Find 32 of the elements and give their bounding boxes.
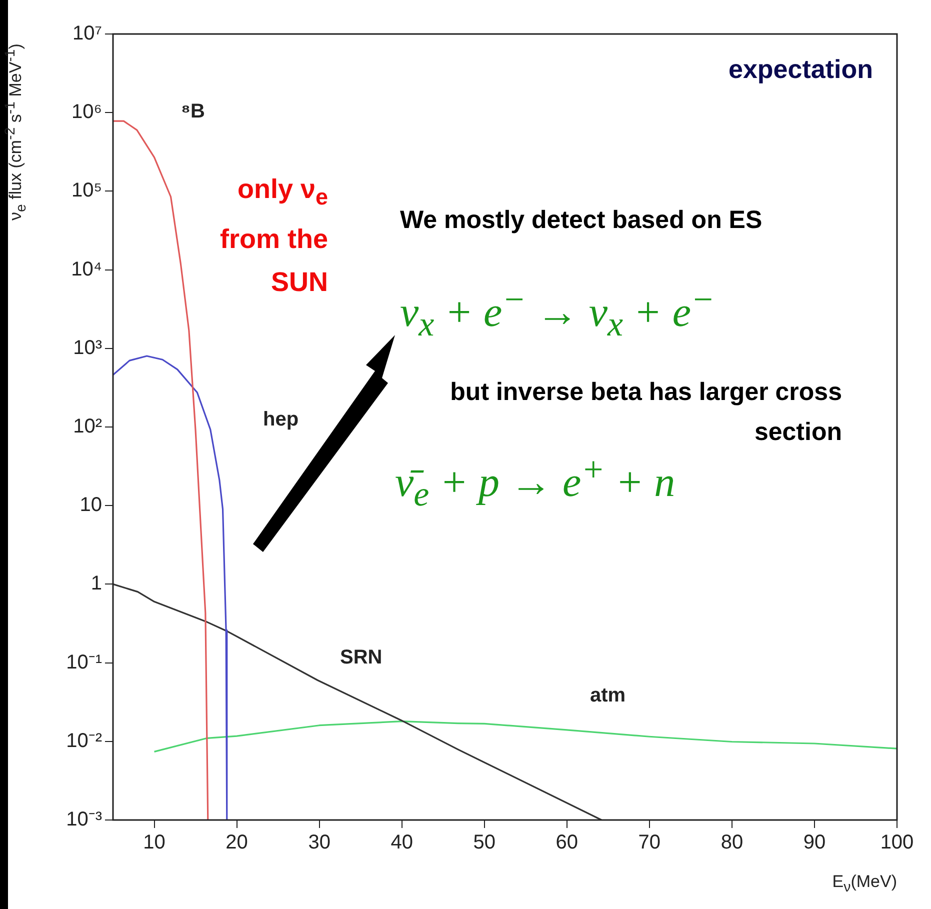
y-tick-label: 1 <box>90 572 102 595</box>
y-tick-label: 10⁻¹ <box>66 651 102 674</box>
x-tick-label: 30 <box>308 832 330 854</box>
y-tick-label: 10⁻³ <box>66 808 102 831</box>
annotation: expectation <box>728 54 873 85</box>
x-tick-label: 70 <box>638 832 661 854</box>
annotation: ν$_{x}$ + e$^{−}$ → ν$_{x}$ + e$^{−}$ <box>400 280 715 344</box>
x-tick-label: 100 <box>880 832 914 854</box>
y-tick-label: 10⁵ <box>71 180 102 202</box>
series-label: SRN <box>340 646 382 669</box>
y-tick-label: 10⁴ <box>71 258 102 280</box>
y-tick-label: 10⁷ <box>72 22 102 45</box>
text: ⁸B <box>181 100 205 123</box>
annotation: only ν$_{e}$ from the SUN <box>219 173 328 300</box>
y-tick-label: 10 <box>80 494 102 516</box>
y-tick-label: 10⁻² <box>66 730 102 752</box>
y-tick-label: 10³ <box>73 336 102 359</box>
annotation: We mostly detect based on ES <box>400 206 762 235</box>
y-tick-label: 10⁶ <box>72 101 102 124</box>
x-tick-label: 80 <box>720 832 744 854</box>
x-tick-label: 50 <box>473 832 496 854</box>
x-tick-label: 20 <box>226 832 248 854</box>
y-tick-label: 10² <box>73 416 102 438</box>
x-tick-label: 40 <box>390 832 413 854</box>
x-tick-label: 90 <box>803 832 826 854</box>
annotation: but inverse beta has larger cross section <box>450 378 842 446</box>
text: hep <box>263 408 299 431</box>
x-axis-title: E$_{ν}$(MeV) <box>832 872 897 896</box>
series-label: atm <box>590 684 626 707</box>
x-tick-label: 10 <box>143 832 166 854</box>
annotation: ν̄$_{e}$ + p → e$^{+}$ + n <box>395 450 676 514</box>
x-tick-label: 60 <box>556 832 578 854</box>
